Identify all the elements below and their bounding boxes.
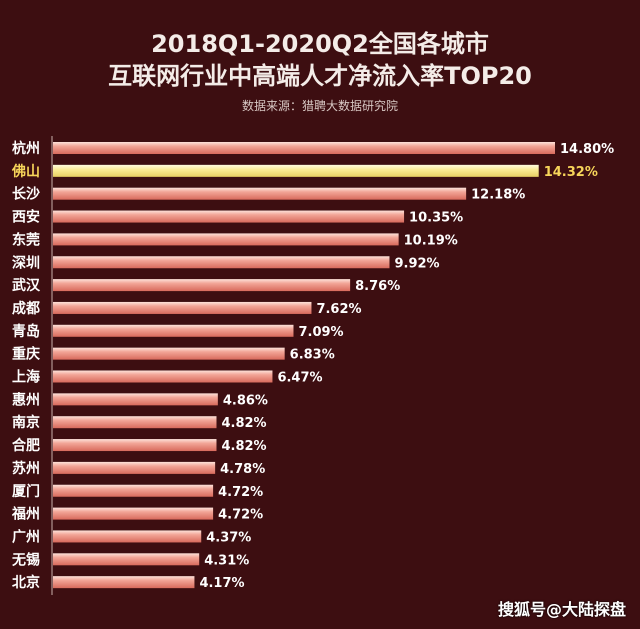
category-label: 福州 <box>11 506 40 523</box>
chart-subtitle-source: 数据来源：猎聘大数据研究院 <box>241 99 398 113</box>
bar <box>53 484 214 497</box>
bar <box>53 256 390 269</box>
category-label: 东莞 <box>12 231 40 248</box>
value-label: 4.78% <box>220 462 265 477</box>
value-label: 4.72% <box>218 508 263 523</box>
bar <box>53 553 200 566</box>
bar <box>53 416 217 429</box>
bar <box>53 347 285 360</box>
category-label: 长沙 <box>12 186 40 203</box>
value-label: 4.86% <box>223 393 268 408</box>
bar <box>53 370 273 383</box>
category-label: 佛山 <box>11 163 40 180</box>
bar <box>53 507 214 520</box>
bar <box>53 301 312 314</box>
value-label: 4.37% <box>206 530 251 545</box>
value-label: 12.18% <box>471 188 525 203</box>
value-label: 4.82% <box>221 416 266 431</box>
category-label: 重庆 <box>12 346 40 363</box>
value-label: 4.31% <box>204 553 249 568</box>
value-label: 6.47% <box>277 371 322 386</box>
bar <box>53 393 218 406</box>
category-label: 无锡 <box>11 551 40 568</box>
bar <box>53 187 467 200</box>
chart-title-line-2: 互联网行业中高端人才净流入率TOP20 <box>108 62 532 90</box>
value-label: 14.32% <box>544 165 598 180</box>
value-label: 10.35% <box>409 211 463 226</box>
bar <box>53 530 202 543</box>
value-label: 8.76% <box>355 279 400 294</box>
category-label: 厦门 <box>12 483 40 500</box>
value-label: 7.62% <box>316 302 361 317</box>
category-label: 杭州 <box>12 140 40 157</box>
category-label: 广州 <box>12 528 40 545</box>
value-label: 4.72% <box>218 485 263 500</box>
value-label: 4.82% <box>221 439 266 454</box>
category-label: 成都 <box>12 300 40 317</box>
chart-title-line-1: 2018Q1-2020Q2全国各城市 <box>151 30 489 58</box>
bar <box>53 164 539 177</box>
bar <box>53 461 216 474</box>
watermark: 搜狐号@大陆探盘 <box>498 600 627 619</box>
bar <box>53 279 351 292</box>
value-label: 7.09% <box>298 325 343 340</box>
value-label: 9.92% <box>394 256 439 271</box>
bar <box>53 439 217 452</box>
category-label: 深圳 <box>12 254 40 271</box>
category-label: 苏州 <box>12 460 40 477</box>
category-label: 武汉 <box>12 277 41 294</box>
bar <box>53 576 195 589</box>
value-label: 10.19% <box>404 233 458 248</box>
category-label: 南京 <box>12 414 40 431</box>
category-label: 合肥 <box>12 437 40 454</box>
value-label: 14.80% <box>560 142 614 157</box>
category-label: 青岛 <box>12 323 40 340</box>
category-label: 上海 <box>12 369 40 386</box>
value-label: 6.83% <box>290 348 335 363</box>
category-label: 西安 <box>12 209 40 226</box>
category-label: 惠州 <box>12 391 40 408</box>
bar <box>53 210 405 223</box>
category-label: 北京 <box>12 574 40 591</box>
value-label: 4.17% <box>199 576 244 591</box>
bar <box>53 142 555 154</box>
bar <box>53 233 399 246</box>
bar <box>53 324 294 337</box>
